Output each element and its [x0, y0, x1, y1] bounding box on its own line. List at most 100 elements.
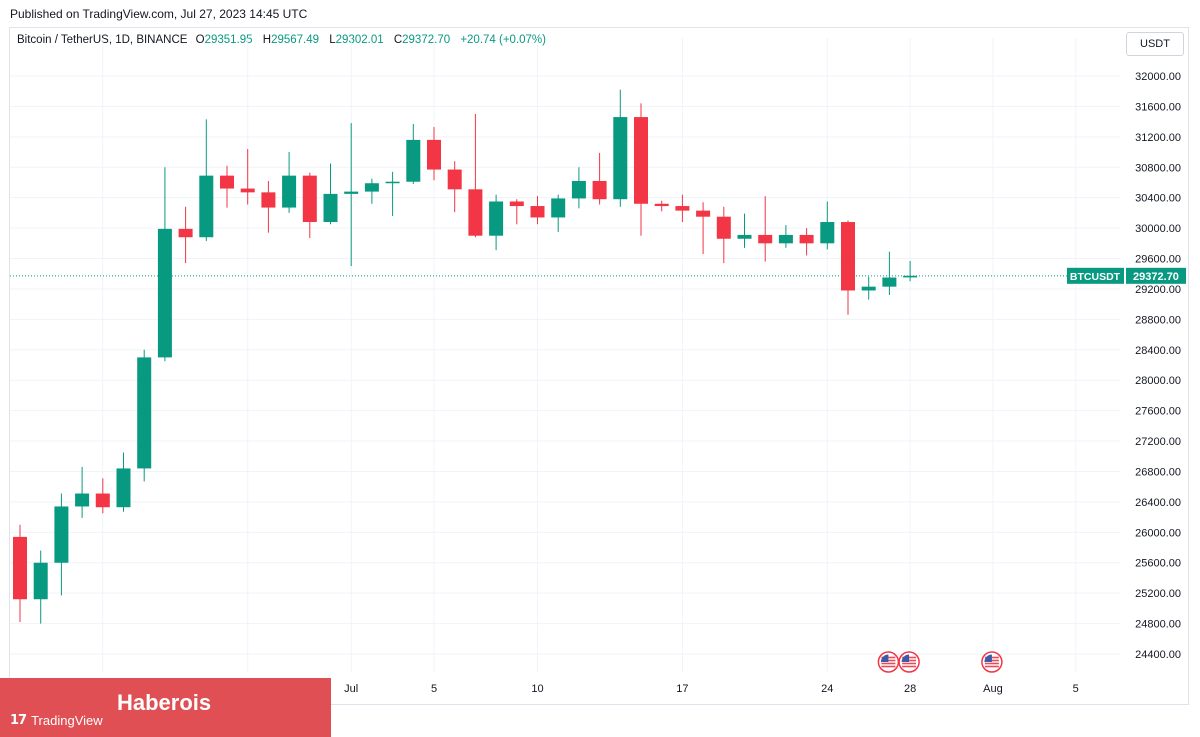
grid-layer — [10, 38, 1120, 672]
candle[interactable] — [758, 196, 773, 262]
legend-low-label: L — [329, 34, 336, 46]
candle[interactable] — [199, 119, 214, 242]
y-axis: 24400.00 24800.00 25200.00 25600.00 26000.00… — [1135, 71, 1181, 661]
candle[interactable] — [116, 452, 131, 512]
tradingview-logo[interactable]: 17 TradingView — [10, 711, 103, 729]
candle[interactable] — [178, 206, 193, 264]
candle[interactable] — [95, 478, 110, 514]
watermark-text: Haberois — [117, 690, 212, 715]
currency-button[interactable]: USDT — [1126, 32, 1184, 56]
y-tick-label: 31600.00 — [1135, 101, 1181, 113]
candle-body — [882, 277, 897, 287]
candle-body — [344, 191, 359, 194]
candle-body — [530, 206, 545, 218]
candle-body — [841, 222, 855, 291]
price-label-symbol-bg — [1067, 267, 1124, 284]
y-tick-label: 26000.00 — [1135, 527, 1181, 539]
candle[interactable] — [613, 89, 628, 207]
candle[interactable] — [157, 167, 172, 362]
candle[interactable] — [137, 349, 152, 482]
candle[interactable] — [592, 152, 607, 205]
candle[interactable] — [530, 196, 545, 225]
y-tick-label: 25200.00 — [1135, 588, 1181, 600]
candle[interactable] — [323, 163, 338, 225]
x-tick-label: 24 — [821, 683, 833, 695]
candle-body — [737, 234, 752, 239]
candle[interactable] — [54, 493, 69, 596]
candle[interactable] — [220, 165, 234, 208]
price-label-value-bg — [1126, 267, 1186, 284]
candle[interactable] — [696, 202, 711, 254]
tradingview-logo-text: TradingView — [31, 712, 103, 728]
candle[interactable] — [427, 126, 441, 181]
candle-body — [758, 234, 773, 244]
candle[interactable] — [799, 228, 814, 256]
candle[interactable] — [551, 194, 566, 232]
candle[interactable] — [261, 180, 276, 233]
candle-body — [551, 198, 566, 218]
candle[interactable] — [654, 200, 669, 212]
candle[interactable] — [882, 251, 897, 296]
candle[interactable] — [385, 171, 400, 216]
candle[interactable] — [447, 161, 462, 213]
candle[interactable] — [634, 103, 648, 236]
candle[interactable] — [489, 194, 504, 251]
candle-body — [199, 175, 214, 238]
event-layer — [877, 651, 1003, 673]
candle[interactable] — [716, 206, 731, 264]
x-tick-label: Aug — [983, 683, 1003, 695]
chart-frame — [9, 27, 1189, 705]
legend-low-value: 29302.01 — [335, 34, 384, 46]
candle[interactable] — [737, 213, 752, 248]
candle-body — [509, 201, 524, 207]
candle[interactable] — [33, 550, 48, 624]
candle-body — [820, 222, 835, 244]
candle-body — [302, 175, 317, 223]
candle-body — [468, 189, 483, 236]
candle-body — [427, 139, 441, 170]
candle-body — [406, 139, 421, 182]
candle-body — [675, 206, 690, 211]
chart-legend: Bitcoin / TetherUS, 1D, BINANCE O29351.9… — [17, 34, 553, 46]
candle-body — [75, 493, 90, 507]
us-flag-event-icon[interactable] — [898, 651, 920, 673]
candle[interactable] — [302, 172, 317, 238]
candle[interactable] — [861, 276, 876, 300]
legend-high-value: 29567.49 — [271, 34, 320, 46]
candle[interactable] — [75, 466, 90, 518]
candle[interactable] — [240, 149, 255, 205]
x-tick-label: 10 — [531, 683, 543, 695]
candle[interactable] — [13, 524, 27, 623]
candle[interactable] — [282, 152, 297, 213]
candle[interactable] — [571, 167, 586, 209]
legend-close-label: C — [393, 34, 403, 46]
candle-body — [13, 536, 27, 600]
candle-body — [716, 216, 731, 239]
candle[interactable] — [778, 225, 793, 248]
candle-body — [447, 169, 462, 190]
candle[interactable] — [841, 220, 855, 315]
legend-symbol[interactable]: Bitcoin / TetherUS, 1D, BINANCE — [17, 34, 188, 46]
candle[interactable] — [509, 199, 524, 225]
published-note: Published on TradingView.com, Jul 27, 20… — [10, 7, 308, 21]
candle-body — [778, 234, 793, 244]
candle[interactable] — [406, 123, 421, 184]
candle[interactable] — [468, 114, 483, 238]
legend-open-value: 29351.95 — [204, 34, 253, 46]
candle[interactable] — [364, 178, 379, 204]
candle-body — [95, 493, 110, 508]
us-flag-event-icon[interactable] — [981, 651, 1003, 673]
candle-body — [116, 468, 131, 508]
legend-high-label: H — [262, 34, 272, 46]
tradingview-logo-mark: 17 — [10, 712, 27, 728]
y-tick-label: 28400.00 — [1135, 345, 1181, 357]
candle[interactable] — [903, 260, 918, 282]
candle[interactable] — [675, 194, 690, 223]
y-tick-label: 26800.00 — [1135, 466, 1181, 478]
x-tick-label: 5 — [1073, 683, 1079, 695]
candle[interactable] — [820, 201, 835, 250]
x-tick-label: 28 — [904, 683, 916, 695]
candle[interactable] — [344, 123, 359, 267]
us-flag-event-icon[interactable] — [877, 651, 900, 673]
